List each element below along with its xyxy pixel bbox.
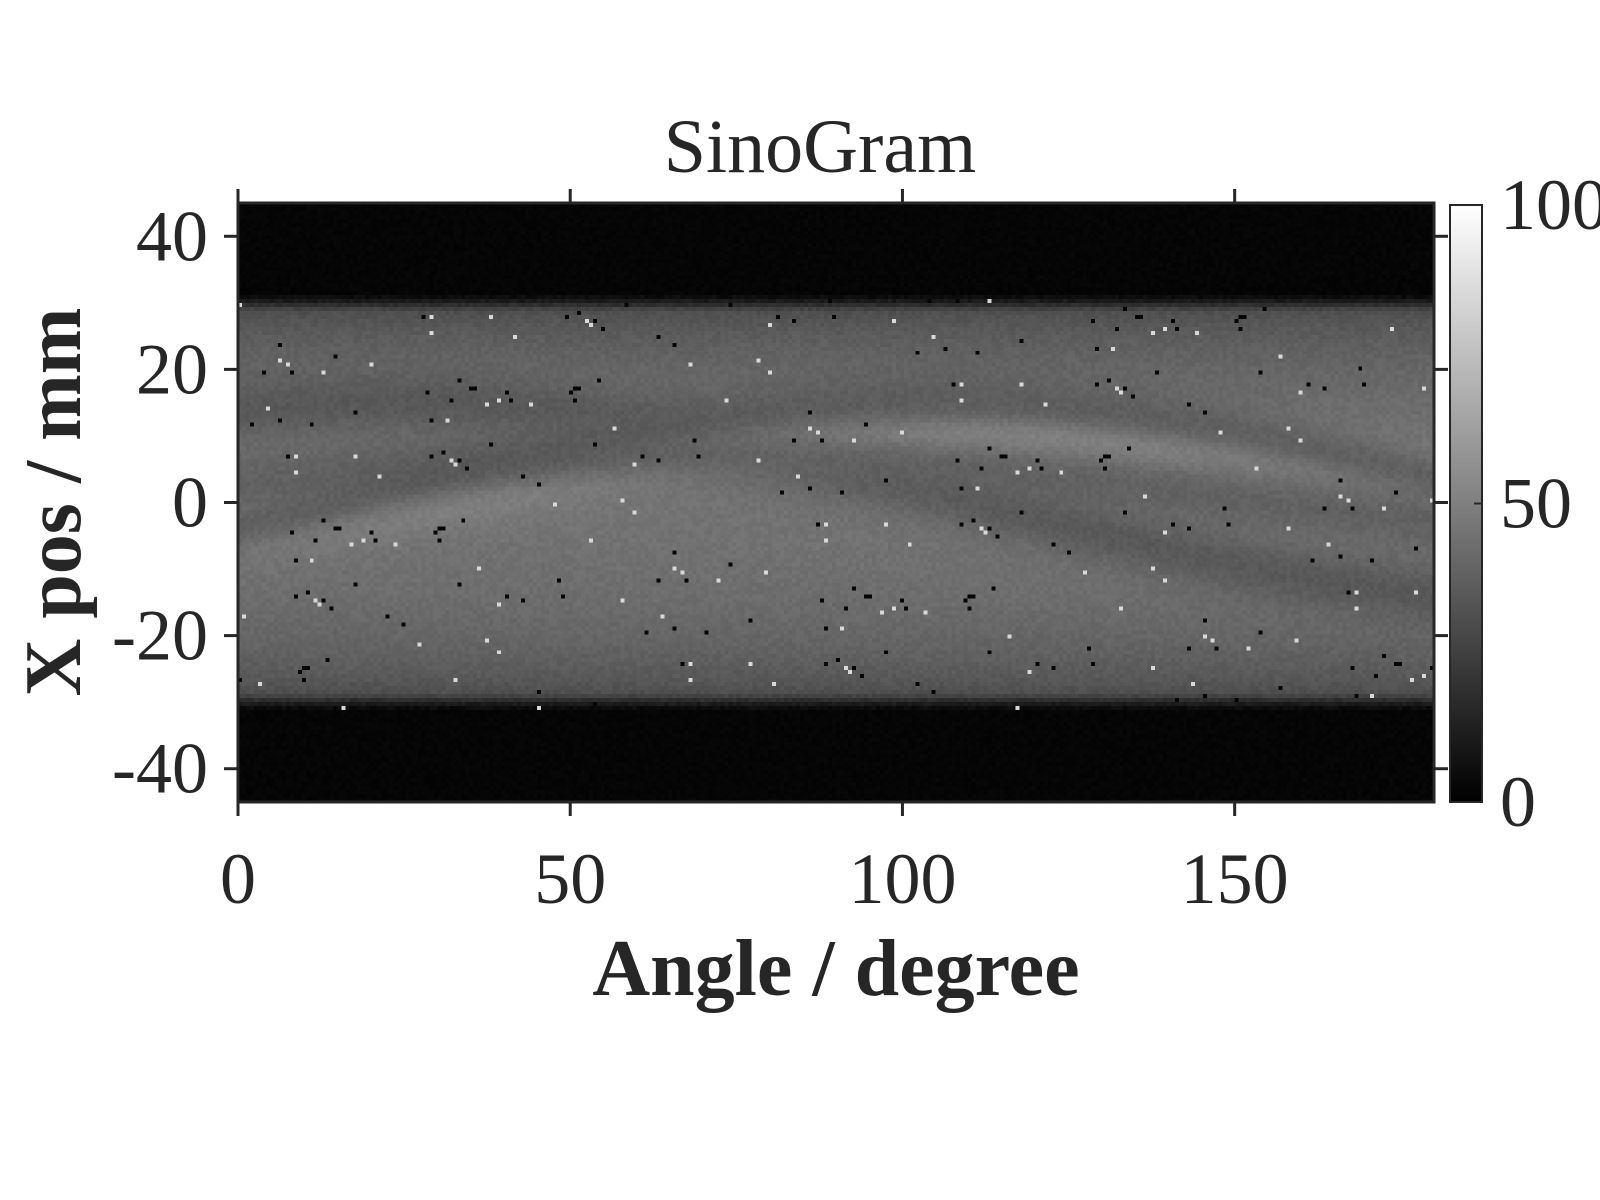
x-axis: 0 50 100 150 [220, 189, 1289, 919]
y-tick-label: 0 [172, 463, 208, 543]
heatmap-image [238, 203, 1434, 802]
y-tick-label: 20 [136, 329, 208, 409]
y-tick-label: -20 [112, 596, 208, 676]
colorbar-gradient [1449, 204, 1483, 803]
y-axis-label: X pos / mm [10, 308, 98, 697]
x-tick-label: 0 [220, 839, 256, 919]
y-axis: -40 -20 0 20 40 [112, 196, 1448, 809]
heatmap-plot-area [236, 201, 1436, 804]
x-tick-label: 150 [1181, 839, 1289, 919]
colorbar-tick-label: 0 [1500, 762, 1536, 842]
y-tick-label: 40 [136, 196, 208, 276]
x-tick-label: 50 [534, 839, 606, 919]
x-axis-label: Angle / degree [592, 925, 1079, 1013]
x-tick-label: 100 [848, 839, 956, 919]
colorbar: 0 50 100 [1449, 165, 1600, 842]
colorbar-ticks: 0 50 100 [1474, 165, 1600, 842]
y-tick-label: -40 [112, 729, 208, 809]
colorbar-tick-label: 100 [1500, 165, 1600, 245]
chart-title: SinoGram [664, 105, 976, 189]
colorbar-tick-label: 50 [1500, 464, 1572, 544]
